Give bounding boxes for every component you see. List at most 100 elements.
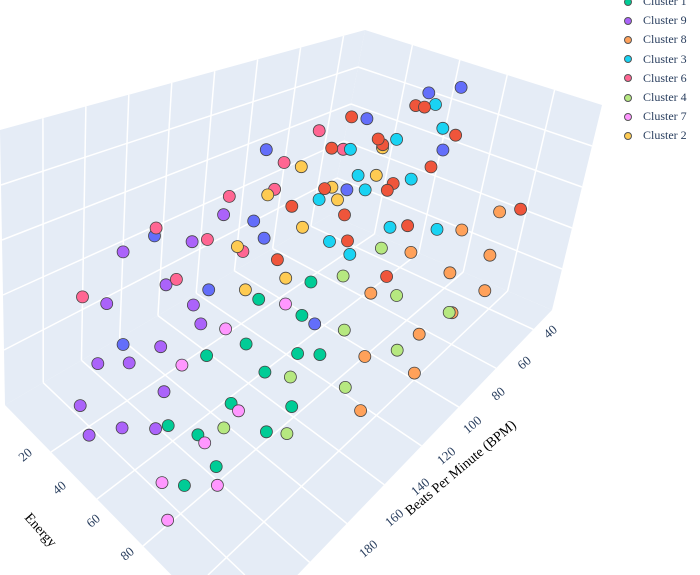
data-point[interactable] [429,98,442,111]
data-point[interactable] [257,231,271,245]
data-point[interactable] [100,297,114,311]
data-point[interactable] [200,233,214,246]
data-point[interactable] [364,286,378,300]
data-point[interactable] [175,358,189,372]
data-point[interactable] [161,419,175,433]
data-point[interactable] [270,253,284,267]
data-point[interactable] [338,208,351,222]
legend-item[interactable]: Cluster 4 [624,88,687,107]
data-point[interactable] [294,160,308,174]
data-point[interactable] [340,183,354,197]
data-point[interactable] [277,156,291,169]
data-point[interactable] [360,112,374,126]
data-point[interactable] [337,323,351,337]
data-point[interactable] [336,269,350,283]
data-point[interactable] [159,278,173,292]
data-point[interactable] [390,289,404,302]
data-point[interactable] [82,428,96,442]
data-point[interactable] [312,193,326,206]
data-point[interactable] [219,322,233,336]
data-point[interactable] [116,338,130,351]
data-point[interactable] [442,305,456,319]
data-point[interactable] [217,208,231,222]
data-point[interactable] [295,308,309,322]
data-point[interactable] [91,357,105,371]
data-point[interactable] [259,425,273,439]
data-point[interactable] [296,220,309,234]
data-point[interactable] [200,349,214,363]
data-point[interactable] [422,86,436,100]
data-point[interactable] [161,513,175,527]
data-point[interactable] [358,183,372,197]
data-point[interactable] [122,356,136,370]
data-point[interactable] [341,234,354,248]
data-point[interactable] [280,427,294,441]
data-point[interactable] [304,275,318,289]
data-point[interactable] [76,290,89,304]
data-point[interactable] [369,168,383,182]
data-point[interactable] [230,240,244,254]
data-point[interactable] [116,245,130,259]
data-point[interactable] [155,476,169,490]
data-point[interactable] [404,245,418,259]
data-point[interactable] [343,247,357,261]
data-point[interactable] [418,100,431,114]
data-point[interactable] [493,205,507,219]
data-point[interactable] [390,343,404,357]
data-point[interactable] [202,283,216,297]
data-point[interactable] [177,479,191,492]
data-point[interactable] [318,182,332,196]
data-point[interactable] [259,143,273,157]
data-point[interactable] [261,188,275,202]
data-point[interactable] [351,168,365,182]
data-point[interactable] [247,214,261,228]
data-point[interactable] [412,327,426,341]
data-point[interactable] [154,340,168,354]
data-point[interactable] [380,183,394,197]
data-point[interactable] [232,404,245,418]
data-point[interactable] [380,270,394,283]
data-point[interactable] [383,220,397,234]
data-point[interactable] [283,370,297,384]
data-point[interactable] [343,142,357,156]
data-point[interactable] [454,81,468,94]
data-point[interactable] [149,422,163,436]
data-point[interactable] [436,143,450,157]
data-point[interactable] [338,380,352,394]
data-point[interactable] [371,132,385,146]
data-point[interactable] [198,436,212,450]
legend-item[interactable]: Cluster 7 [624,107,687,126]
data-point[interactable] [323,235,336,248]
data-point[interactable] [252,292,266,306]
data-point[interactable] [331,193,344,207]
legend-item[interactable]: Cluster 1 [624,0,687,11]
data-point[interactable] [443,266,457,280]
data-point[interactable] [401,219,415,233]
data-point[interactable] [374,241,388,255]
data-point[interactable] [404,172,418,186]
data-point[interactable] [209,460,223,474]
data-point[interactable] [239,337,253,351]
data-point[interactable] [345,110,359,124]
data-point[interactable] [258,365,272,379]
data-point[interactable] [279,271,293,285]
data-point[interactable] [115,421,129,435]
data-point[interactable] [291,347,305,360]
data-point[interactable] [325,141,339,155]
data-point[interactable] [149,221,163,235]
data-point[interactable] [285,199,299,213]
data-point[interactable] [354,404,368,418]
legend-item[interactable]: Cluster 8 [624,30,687,49]
data-point[interactable] [157,385,171,399]
data-point[interactable] [308,317,322,331]
legend-item[interactable]: Cluster 3 [624,50,687,69]
legend-item[interactable]: Cluster 2 [624,126,687,145]
data-point[interactable] [313,348,327,362]
data-point[interactable] [455,223,469,237]
data-point[interactable] [185,235,199,249]
data-point[interactable] [358,350,372,363]
data-point[interactable] [222,189,236,203]
data-point[interactable] [407,366,421,380]
data-point[interactable] [449,128,463,142]
